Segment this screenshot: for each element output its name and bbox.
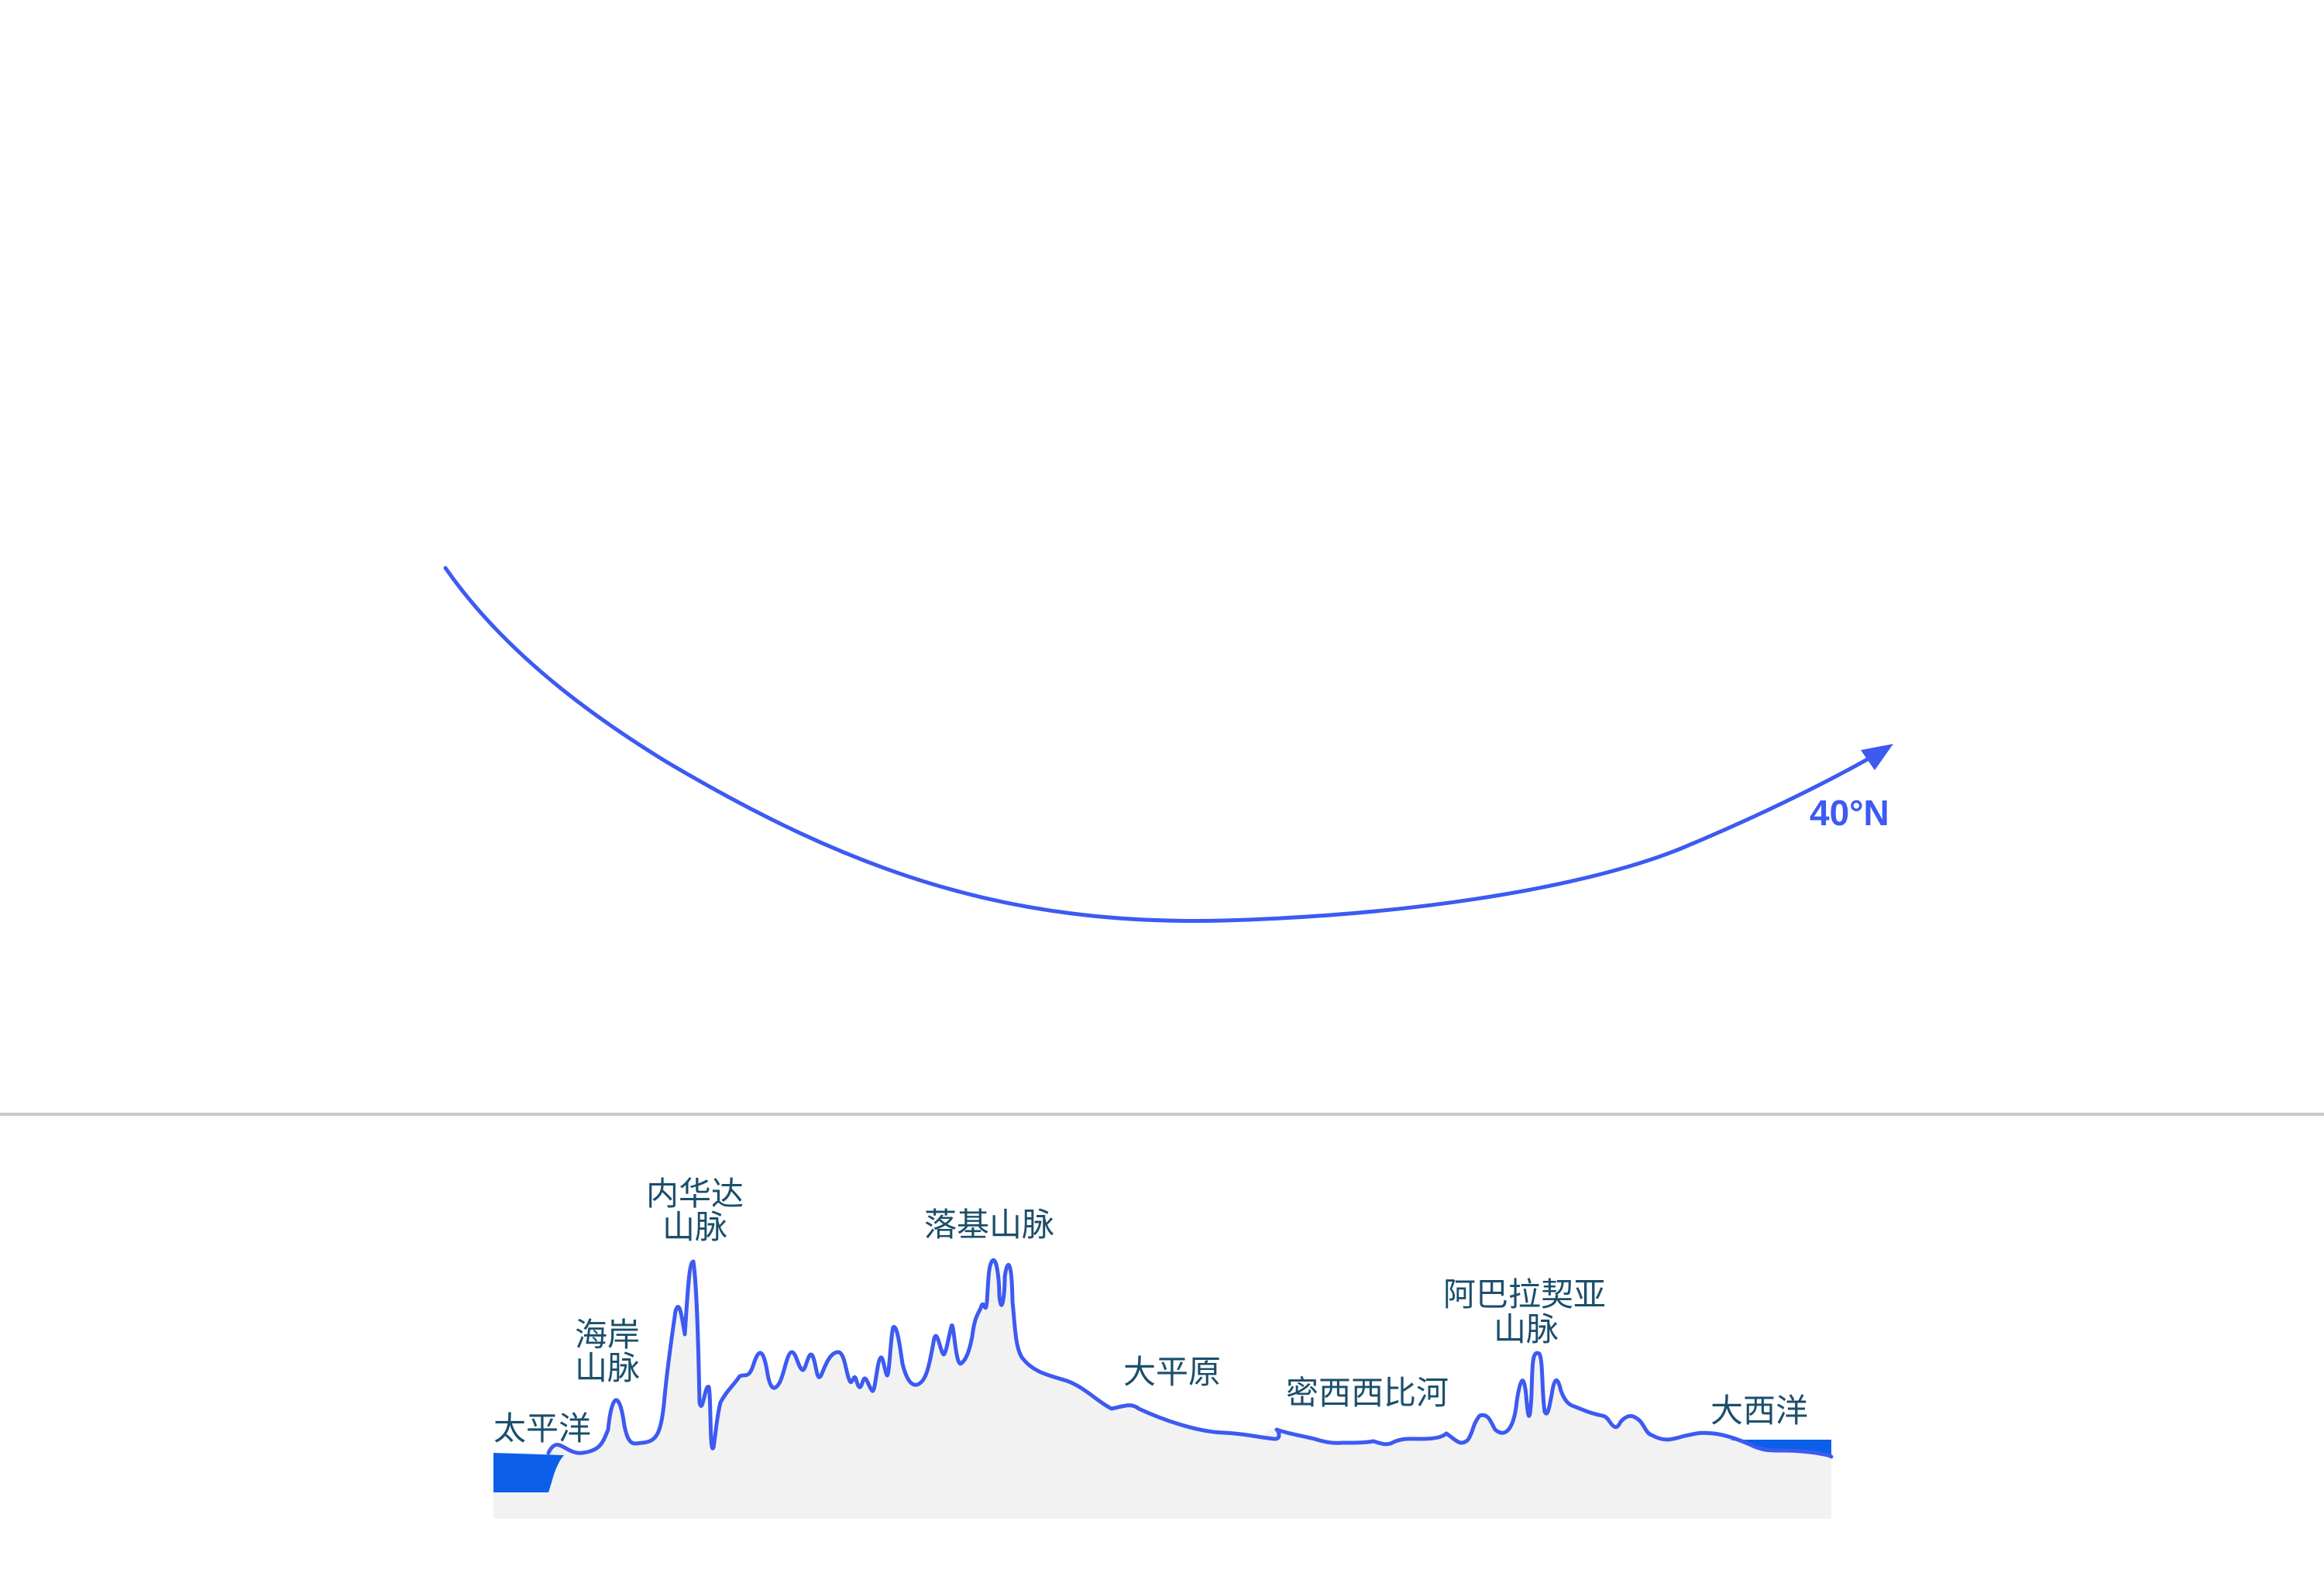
terrain-elevation-line — [546, 1258, 1834, 1459]
latitude-label: 40°N — [1810, 793, 1889, 833]
label-coast-range-line1: 海岸 — [575, 1316, 640, 1354]
label-great-plains: 大平原 — [1123, 1353, 1221, 1391]
terrain-profile: 太平洋 海岸 山脉 内华达 山脉 落基山脉 大平原 密西西比河 阿巴拉契亚 山脉… — [493, 1175, 1834, 1519]
jet-stream-arrowhead — [1861, 744, 1893, 770]
label-appalachian-line1: 阿巴拉契亚 — [1443, 1275, 1606, 1313]
terrain-fill — [493, 1260, 1831, 1519]
label-mississippi-river: 密西西比河 — [1286, 1374, 1449, 1412]
label-coast-range-line2: 山脉 — [575, 1349, 640, 1387]
pacific-ocean-water — [493, 1453, 564, 1492]
label-sierra-nevada-line2: 山脉 — [662, 1208, 727, 1246]
label-rocky-mountains: 落基山脉 — [924, 1206, 1054, 1244]
label-atlantic-ocean: 大西洋 — [1710, 1392, 1808, 1430]
label-appalachian-line2: 山脉 — [1494, 1310, 1559, 1348]
jet-stream: 40°N — [443, 566, 1893, 923]
jet-stream-arc — [443, 566, 1883, 923]
label-sierra-nevada-line1: 内华达 — [646, 1175, 744, 1213]
atlantic-ocean-water — [1730, 1440, 1831, 1457]
label-pacific-ocean: 太平洋 — [493, 1409, 591, 1447]
